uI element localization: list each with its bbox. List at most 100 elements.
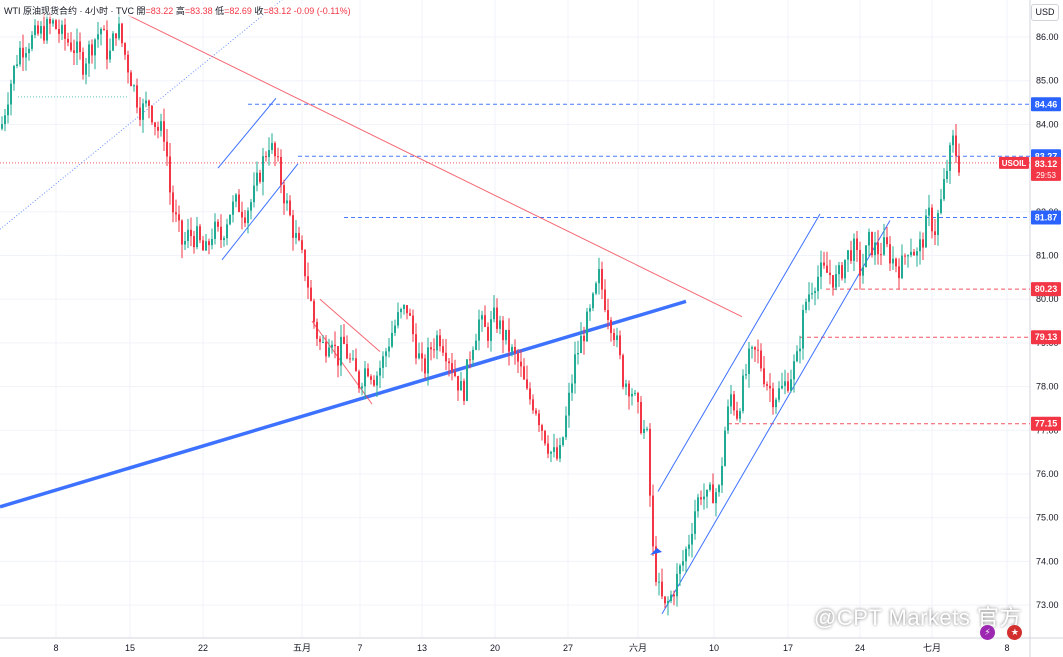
candle-body bbox=[784, 381, 786, 386]
candle-body bbox=[22, 47, 24, 58]
candle-body bbox=[679, 565, 681, 574]
candle-body bbox=[430, 347, 432, 350]
candle-body bbox=[88, 44, 90, 64]
candle-body bbox=[436, 335, 438, 351]
currency-button[interactable]: USD bbox=[1031, 4, 1059, 21]
candle-body bbox=[493, 307, 495, 320]
candle-body bbox=[739, 411, 741, 419]
candle-body bbox=[523, 366, 525, 380]
symbol-title[interactable]: WTI 原油现货合约 · 4小时 · TVC bbox=[4, 6, 134, 16]
candle-body bbox=[772, 388, 774, 408]
candle-body bbox=[940, 199, 942, 214]
us-flag-icon[interactable]: ★ bbox=[1007, 625, 1023, 640]
candle-body bbox=[817, 276, 819, 292]
candle-body bbox=[208, 241, 210, 246]
candle-body bbox=[724, 430, 726, 466]
candle-body bbox=[286, 200, 288, 204]
candle-body bbox=[400, 309, 402, 313]
candle-body bbox=[28, 48, 30, 54]
candle-body bbox=[433, 349, 435, 351]
candle-body bbox=[598, 269, 600, 284]
candle-body bbox=[25, 53, 27, 58]
candle-body bbox=[748, 348, 750, 375]
candle-body bbox=[799, 348, 801, 352]
candle-body bbox=[187, 229, 189, 242]
x-tick-label: 五月 bbox=[293, 643, 311, 653]
candle-body bbox=[385, 351, 387, 357]
candles-group bbox=[1, 11, 960, 616]
candle-body bbox=[610, 320, 612, 333]
candle-body bbox=[43, 26, 45, 41]
candle-body bbox=[67, 38, 69, 43]
candle-body bbox=[943, 179, 945, 200]
candle-body bbox=[715, 492, 717, 504]
x-tick-label: 8 bbox=[1004, 643, 1009, 653]
candle-body bbox=[223, 238, 225, 241]
candle-body bbox=[76, 41, 78, 54]
candle-body bbox=[781, 385, 783, 389]
candle-body bbox=[592, 293, 594, 309]
candle-body bbox=[220, 226, 222, 241]
candle-body bbox=[205, 241, 207, 251]
candle-body bbox=[58, 29, 60, 34]
candle-body bbox=[364, 368, 366, 387]
last-price-box bbox=[1031, 156, 1061, 181]
candle-body bbox=[289, 200, 291, 216]
candle-body bbox=[160, 121, 162, 131]
y-tick-label: 86.00 bbox=[1036, 32, 1059, 42]
candle-body bbox=[55, 20, 57, 30]
candle-body bbox=[529, 388, 531, 400]
candle-body bbox=[106, 30, 108, 60]
candle-body bbox=[709, 484, 711, 490]
price-label-text: 80.23 bbox=[1035, 284, 1058, 294]
candle-body bbox=[391, 332, 393, 347]
y-tick-label: 80.00 bbox=[1036, 294, 1059, 304]
candle-body bbox=[892, 258, 894, 264]
candle-body bbox=[136, 85, 138, 108]
x-tick-label: 13 bbox=[417, 643, 427, 653]
candle-body bbox=[928, 207, 930, 216]
y-tick-label: 85.00 bbox=[1036, 76, 1059, 86]
candle-body bbox=[388, 346, 390, 352]
candle-body bbox=[736, 410, 738, 419]
candle-body bbox=[460, 381, 462, 391]
candle-body bbox=[475, 340, 477, 350]
candle-body bbox=[34, 25, 36, 36]
candle-body bbox=[307, 276, 309, 288]
candle-body bbox=[292, 215, 294, 238]
symbol-tag-box bbox=[999, 156, 1029, 169]
candle-body bbox=[826, 265, 828, 273]
y-tick-label: 84.00 bbox=[1036, 119, 1059, 129]
candle-body bbox=[946, 170, 948, 180]
candle-body bbox=[178, 214, 180, 221]
candle-body bbox=[127, 54, 129, 73]
lightning-icon[interactable]: ⚡ bbox=[980, 625, 995, 640]
candle-body bbox=[790, 379, 792, 391]
candle-body bbox=[901, 255, 903, 279]
candle-body bbox=[442, 346, 444, 353]
candle-body bbox=[109, 50, 111, 60]
candle-body bbox=[835, 274, 837, 288]
candle-body bbox=[601, 269, 603, 290]
candle-body bbox=[451, 363, 453, 372]
candle-body bbox=[895, 258, 897, 267]
candle-body bbox=[403, 305, 405, 310]
candle-body bbox=[499, 320, 501, 329]
candle-body bbox=[184, 241, 186, 245]
candle-body bbox=[643, 428, 645, 434]
candle-body bbox=[586, 311, 588, 342]
candle-body bbox=[316, 321, 318, 339]
candle-body bbox=[46, 19, 48, 41]
candle-body bbox=[247, 210, 249, 224]
candle-body bbox=[133, 85, 135, 87]
candle-body bbox=[361, 386, 363, 389]
candle-body bbox=[463, 381, 465, 401]
y-tick-label: 73.00 bbox=[1036, 600, 1059, 610]
candle-body bbox=[838, 265, 840, 275]
candle-body bbox=[697, 497, 699, 512]
candle-body bbox=[118, 23, 120, 39]
candle-body bbox=[103, 29, 105, 31]
candle-body bbox=[874, 242, 876, 256]
